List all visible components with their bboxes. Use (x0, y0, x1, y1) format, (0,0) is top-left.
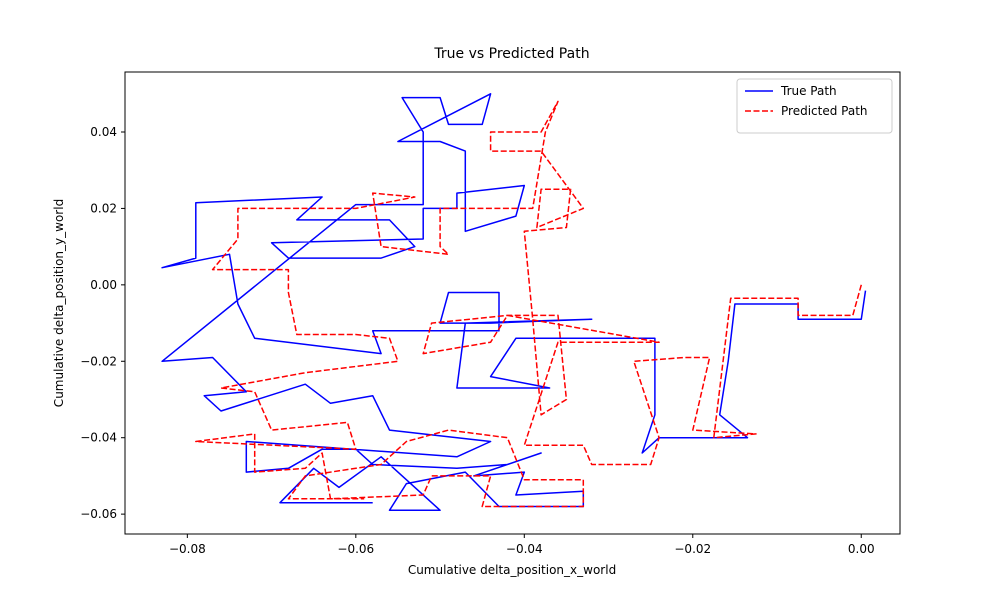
x-tick-label: −0.02 (674, 542, 711, 556)
x-tick-label: −0.08 (169, 542, 206, 556)
x-tick-label: −0.06 (337, 542, 374, 556)
y-tick-label: 0.02 (90, 201, 117, 215)
legend-box (736, 78, 893, 134)
series-line (161, 93, 867, 512)
legend-label: Predicted Path (781, 104, 868, 118)
plot-frame (124, 71, 901, 535)
y-tick-label: −0.06 (80, 507, 117, 521)
y-axis-label: Cumulative delta_position_y_world (52, 199, 66, 407)
x-tick-label: −0.04 (506, 542, 543, 556)
y-tick-label: 0.00 (90, 278, 117, 292)
x-tick-label: 0.00 (848, 542, 875, 556)
chart-title: True vs Predicted Path (433, 46, 589, 62)
legend-label: True Path (780, 84, 837, 98)
legend: True Path Predicted Path (736, 78, 893, 134)
y-tick-label: −0.04 (80, 431, 117, 445)
x-axis-label: Cumulative delta_position_x_world (408, 563, 616, 577)
plot-lines (161, 93, 867, 512)
y-tick-label: 0.04 (90, 125, 117, 139)
series-line (195, 100, 863, 508)
y-tick-label: −0.02 (80, 354, 117, 368)
